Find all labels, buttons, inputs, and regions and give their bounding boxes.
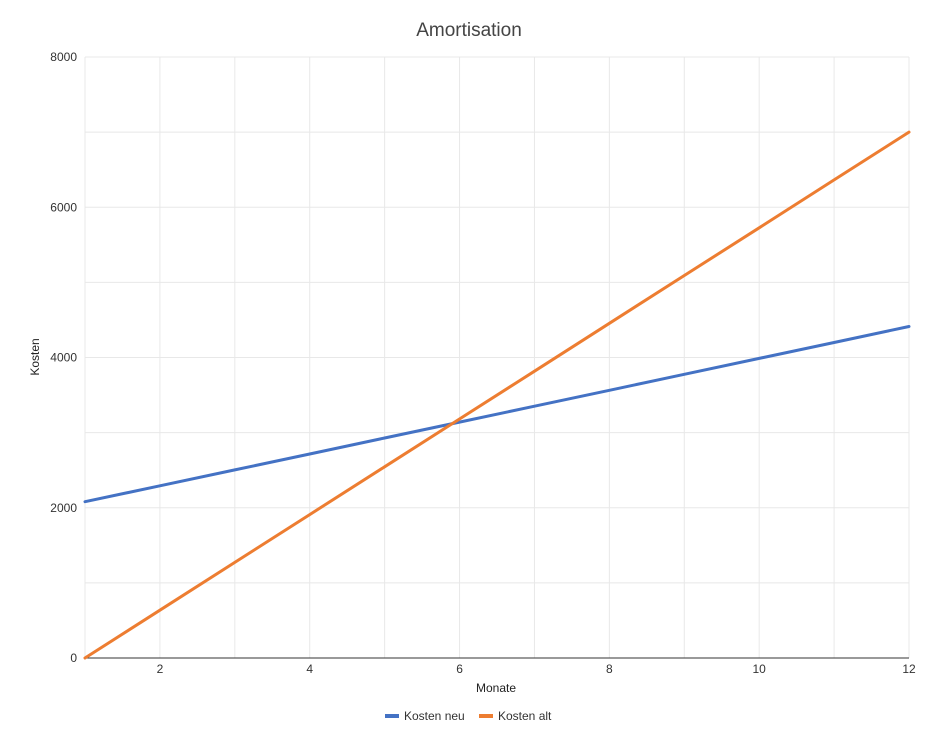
- legend: Kosten neu Kosten alt: [385, 709, 552, 723]
- y-tick-label: 8000: [50, 50, 77, 64]
- y-axis-title: Kosten: [28, 338, 42, 375]
- x-tick-label: 10: [753, 662, 767, 676]
- legend-label: Kosten alt: [498, 709, 552, 723]
- x-tick-label: 4: [306, 662, 313, 676]
- series-line-2: [83, 130, 911, 660]
- x-tick-label: 2: [157, 662, 164, 676]
- series-line-1: [83, 325, 911, 504]
- y-tick-label: 0: [70, 651, 77, 665]
- legend-label: Kosten neu: [404, 709, 465, 723]
- grid: [84, 56, 910, 659]
- x-tick-label: 8: [606, 662, 613, 676]
- legend-swatch: [479, 714, 493, 718]
- x-tick-label: 6: [456, 662, 463, 676]
- x-tick-label: 12: [902, 662, 916, 676]
- x-axis-title: Monate: [476, 681, 516, 695]
- axes: 0 2000 4000 6000 8000 2 4 6 8 10 12: [50, 50, 916, 676]
- series-lines: [83, 130, 911, 660]
- y-tick-label: 4000: [50, 351, 77, 365]
- chart-title: Amortisation: [416, 20, 522, 41]
- y-tick-label: 6000: [50, 200, 77, 214]
- legend-swatch: [385, 714, 399, 718]
- y-tick-label: 2000: [50, 501, 77, 515]
